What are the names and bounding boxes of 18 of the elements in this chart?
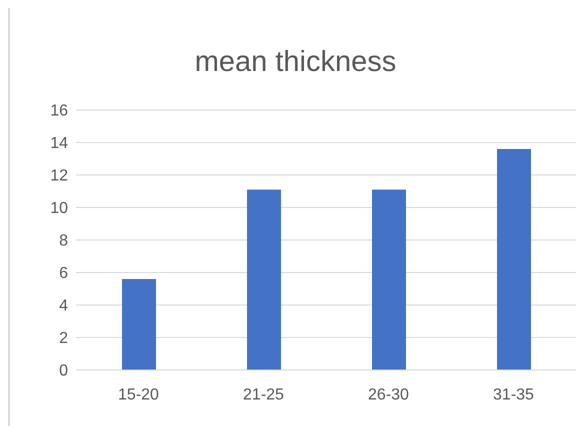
y-tick-label: 6 (59, 265, 68, 282)
y-tick-label: 12 (50, 168, 68, 185)
x-tick-label: 31-35 (493, 386, 534, 404)
x-tick-label: 26-30 (368, 386, 410, 404)
bar (372, 190, 406, 370)
chart-title: mean thickness (194, 46, 398, 79)
bar (497, 149, 531, 370)
y-tick-label: 14 (50, 135, 68, 152)
y-tick-label: 10 (50, 200, 68, 218)
y-tick-label: 2 (59, 330, 68, 348)
bar (247, 190, 281, 370)
y-tick-label: 8 (59, 232, 68, 250)
y-tick-label: 16 (50, 102, 68, 120)
bar (122, 279, 156, 370)
x-tick-label: 21-25 (243, 386, 284, 404)
y-tick-label: 0 (59, 362, 68, 380)
y-tick-label: 4 (59, 298, 68, 315)
x-tick-label: 15-20 (118, 386, 160, 404)
